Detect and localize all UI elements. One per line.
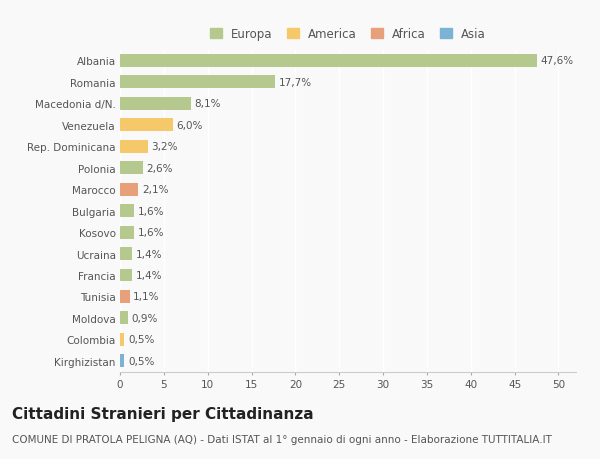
Text: 17,7%: 17,7% xyxy=(279,78,312,88)
Text: 47,6%: 47,6% xyxy=(541,56,574,66)
Text: 0,5%: 0,5% xyxy=(128,335,154,345)
Text: 3,2%: 3,2% xyxy=(152,142,178,152)
Bar xyxy=(120,183,139,196)
Bar xyxy=(120,162,143,175)
Bar xyxy=(120,333,124,346)
Text: 8,1%: 8,1% xyxy=(194,99,221,109)
Text: 1,4%: 1,4% xyxy=(136,249,162,259)
Text: COMUNE DI PRATOLA PELIGNA (AQ) - Dati ISTAT al 1° gennaio di ogni anno - Elabora: COMUNE DI PRATOLA PELIGNA (AQ) - Dati IS… xyxy=(12,434,552,444)
Text: 2,6%: 2,6% xyxy=(146,163,173,174)
Bar xyxy=(120,226,134,239)
Text: Cittadini Stranieri per Cittadinanza: Cittadini Stranieri per Cittadinanza xyxy=(12,406,314,421)
Text: 1,1%: 1,1% xyxy=(133,292,160,302)
Bar xyxy=(120,247,132,260)
Bar xyxy=(120,98,191,111)
Bar xyxy=(120,140,148,153)
Text: 1,4%: 1,4% xyxy=(136,270,162,280)
Bar xyxy=(120,205,134,218)
Bar xyxy=(120,312,128,325)
Text: 1,6%: 1,6% xyxy=(137,228,164,238)
Text: 0,5%: 0,5% xyxy=(128,356,154,366)
Legend: Europa, America, Africa, Asia: Europa, America, Africa, Asia xyxy=(206,24,490,44)
Bar xyxy=(120,269,132,282)
Bar xyxy=(120,55,538,67)
Text: 1,6%: 1,6% xyxy=(137,206,164,216)
Bar xyxy=(120,119,173,132)
Bar xyxy=(120,291,130,303)
Text: 6,0%: 6,0% xyxy=(176,120,202,130)
Bar xyxy=(120,76,275,89)
Text: 0,9%: 0,9% xyxy=(131,313,158,323)
Bar xyxy=(120,355,124,368)
Text: 2,1%: 2,1% xyxy=(142,185,169,195)
